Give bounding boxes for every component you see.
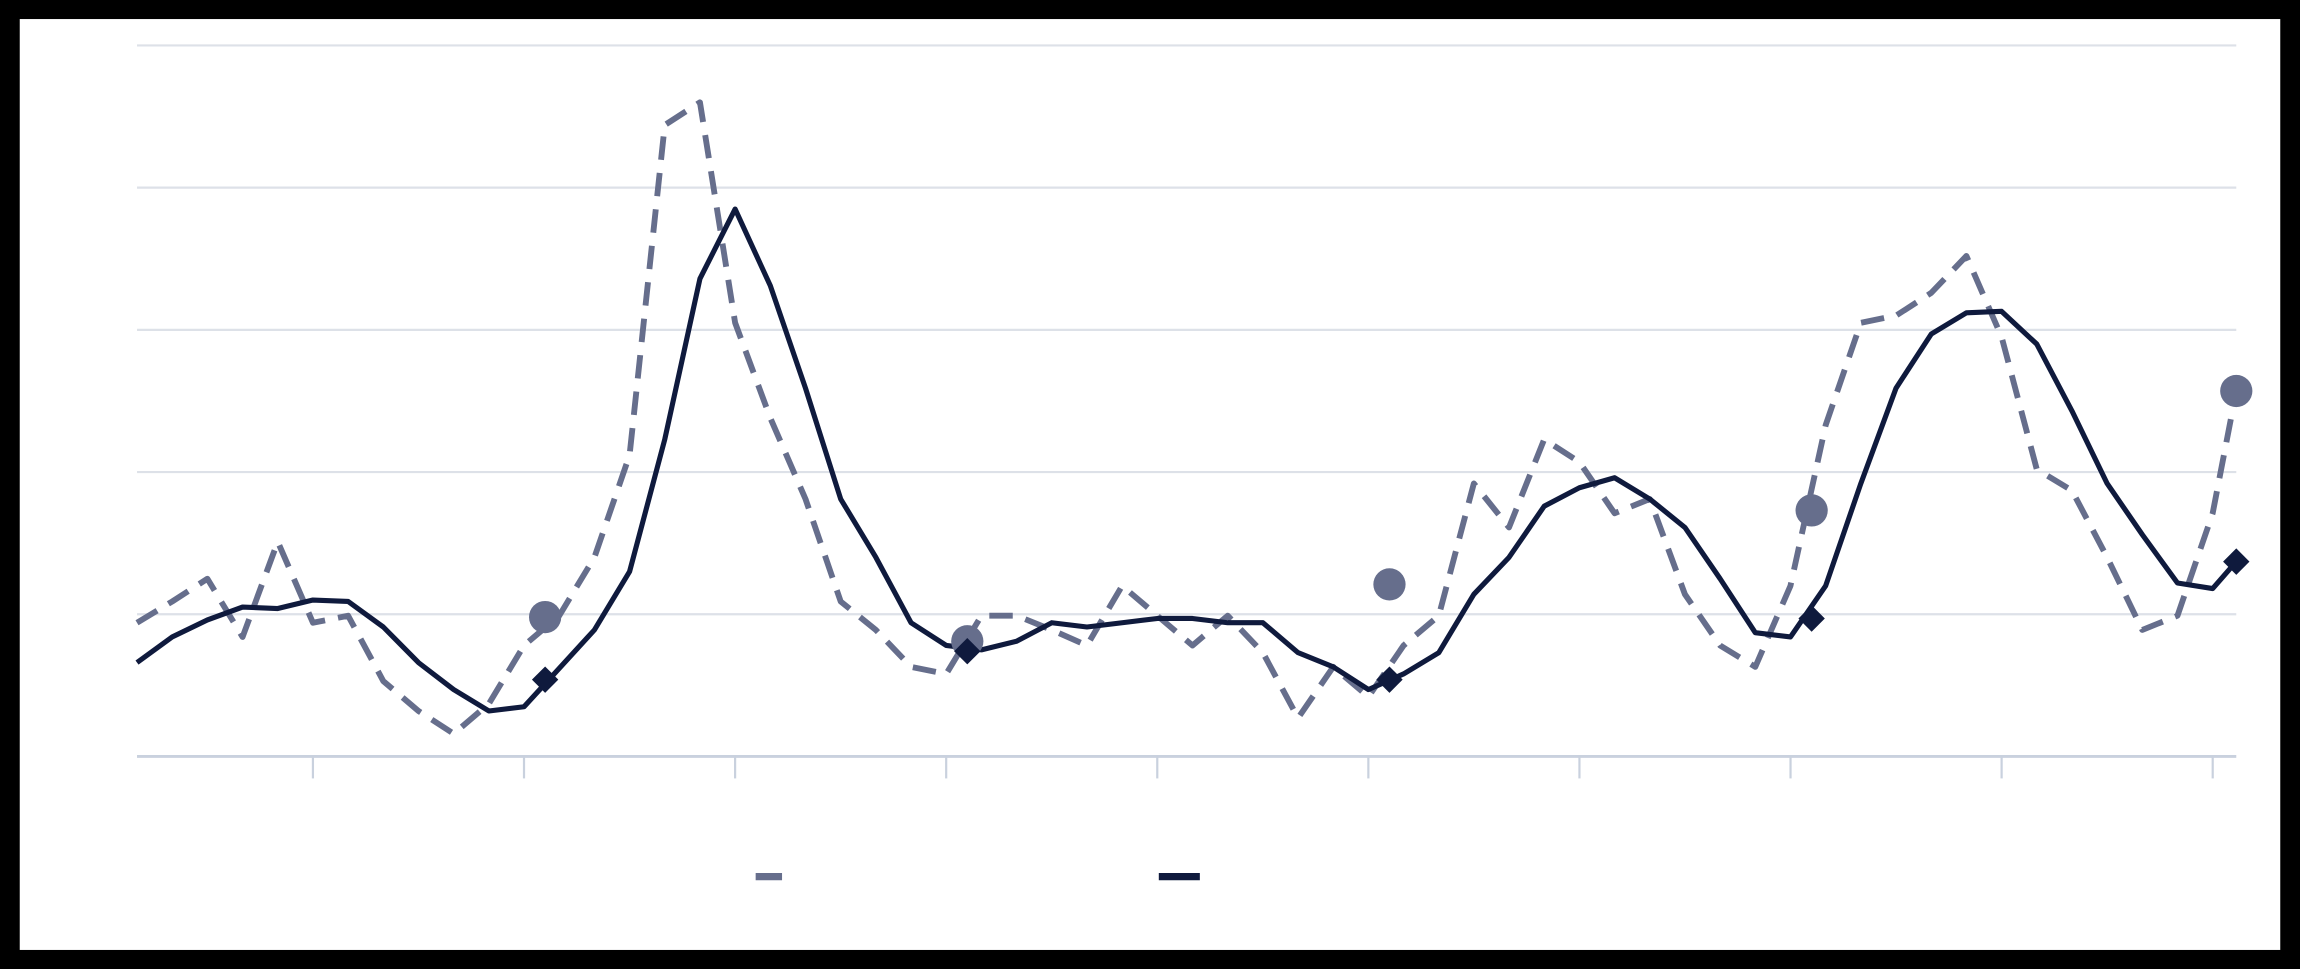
- circle-marker: [1373, 568, 1406, 601]
- diamond-marker: [531, 666, 559, 693]
- diamond-marker: [1376, 666, 1403, 693]
- circle-marker: [2220, 374, 2253, 408]
- circle-marker: [528, 600, 562, 634]
- circle-marker: [1795, 494, 1828, 527]
- series-line: [135, 206, 2239, 714]
- diamond-marker: [2223, 548, 2250, 575]
- series-line: [135, 99, 2240, 737]
- chart-area: [19, 19, 2281, 950]
